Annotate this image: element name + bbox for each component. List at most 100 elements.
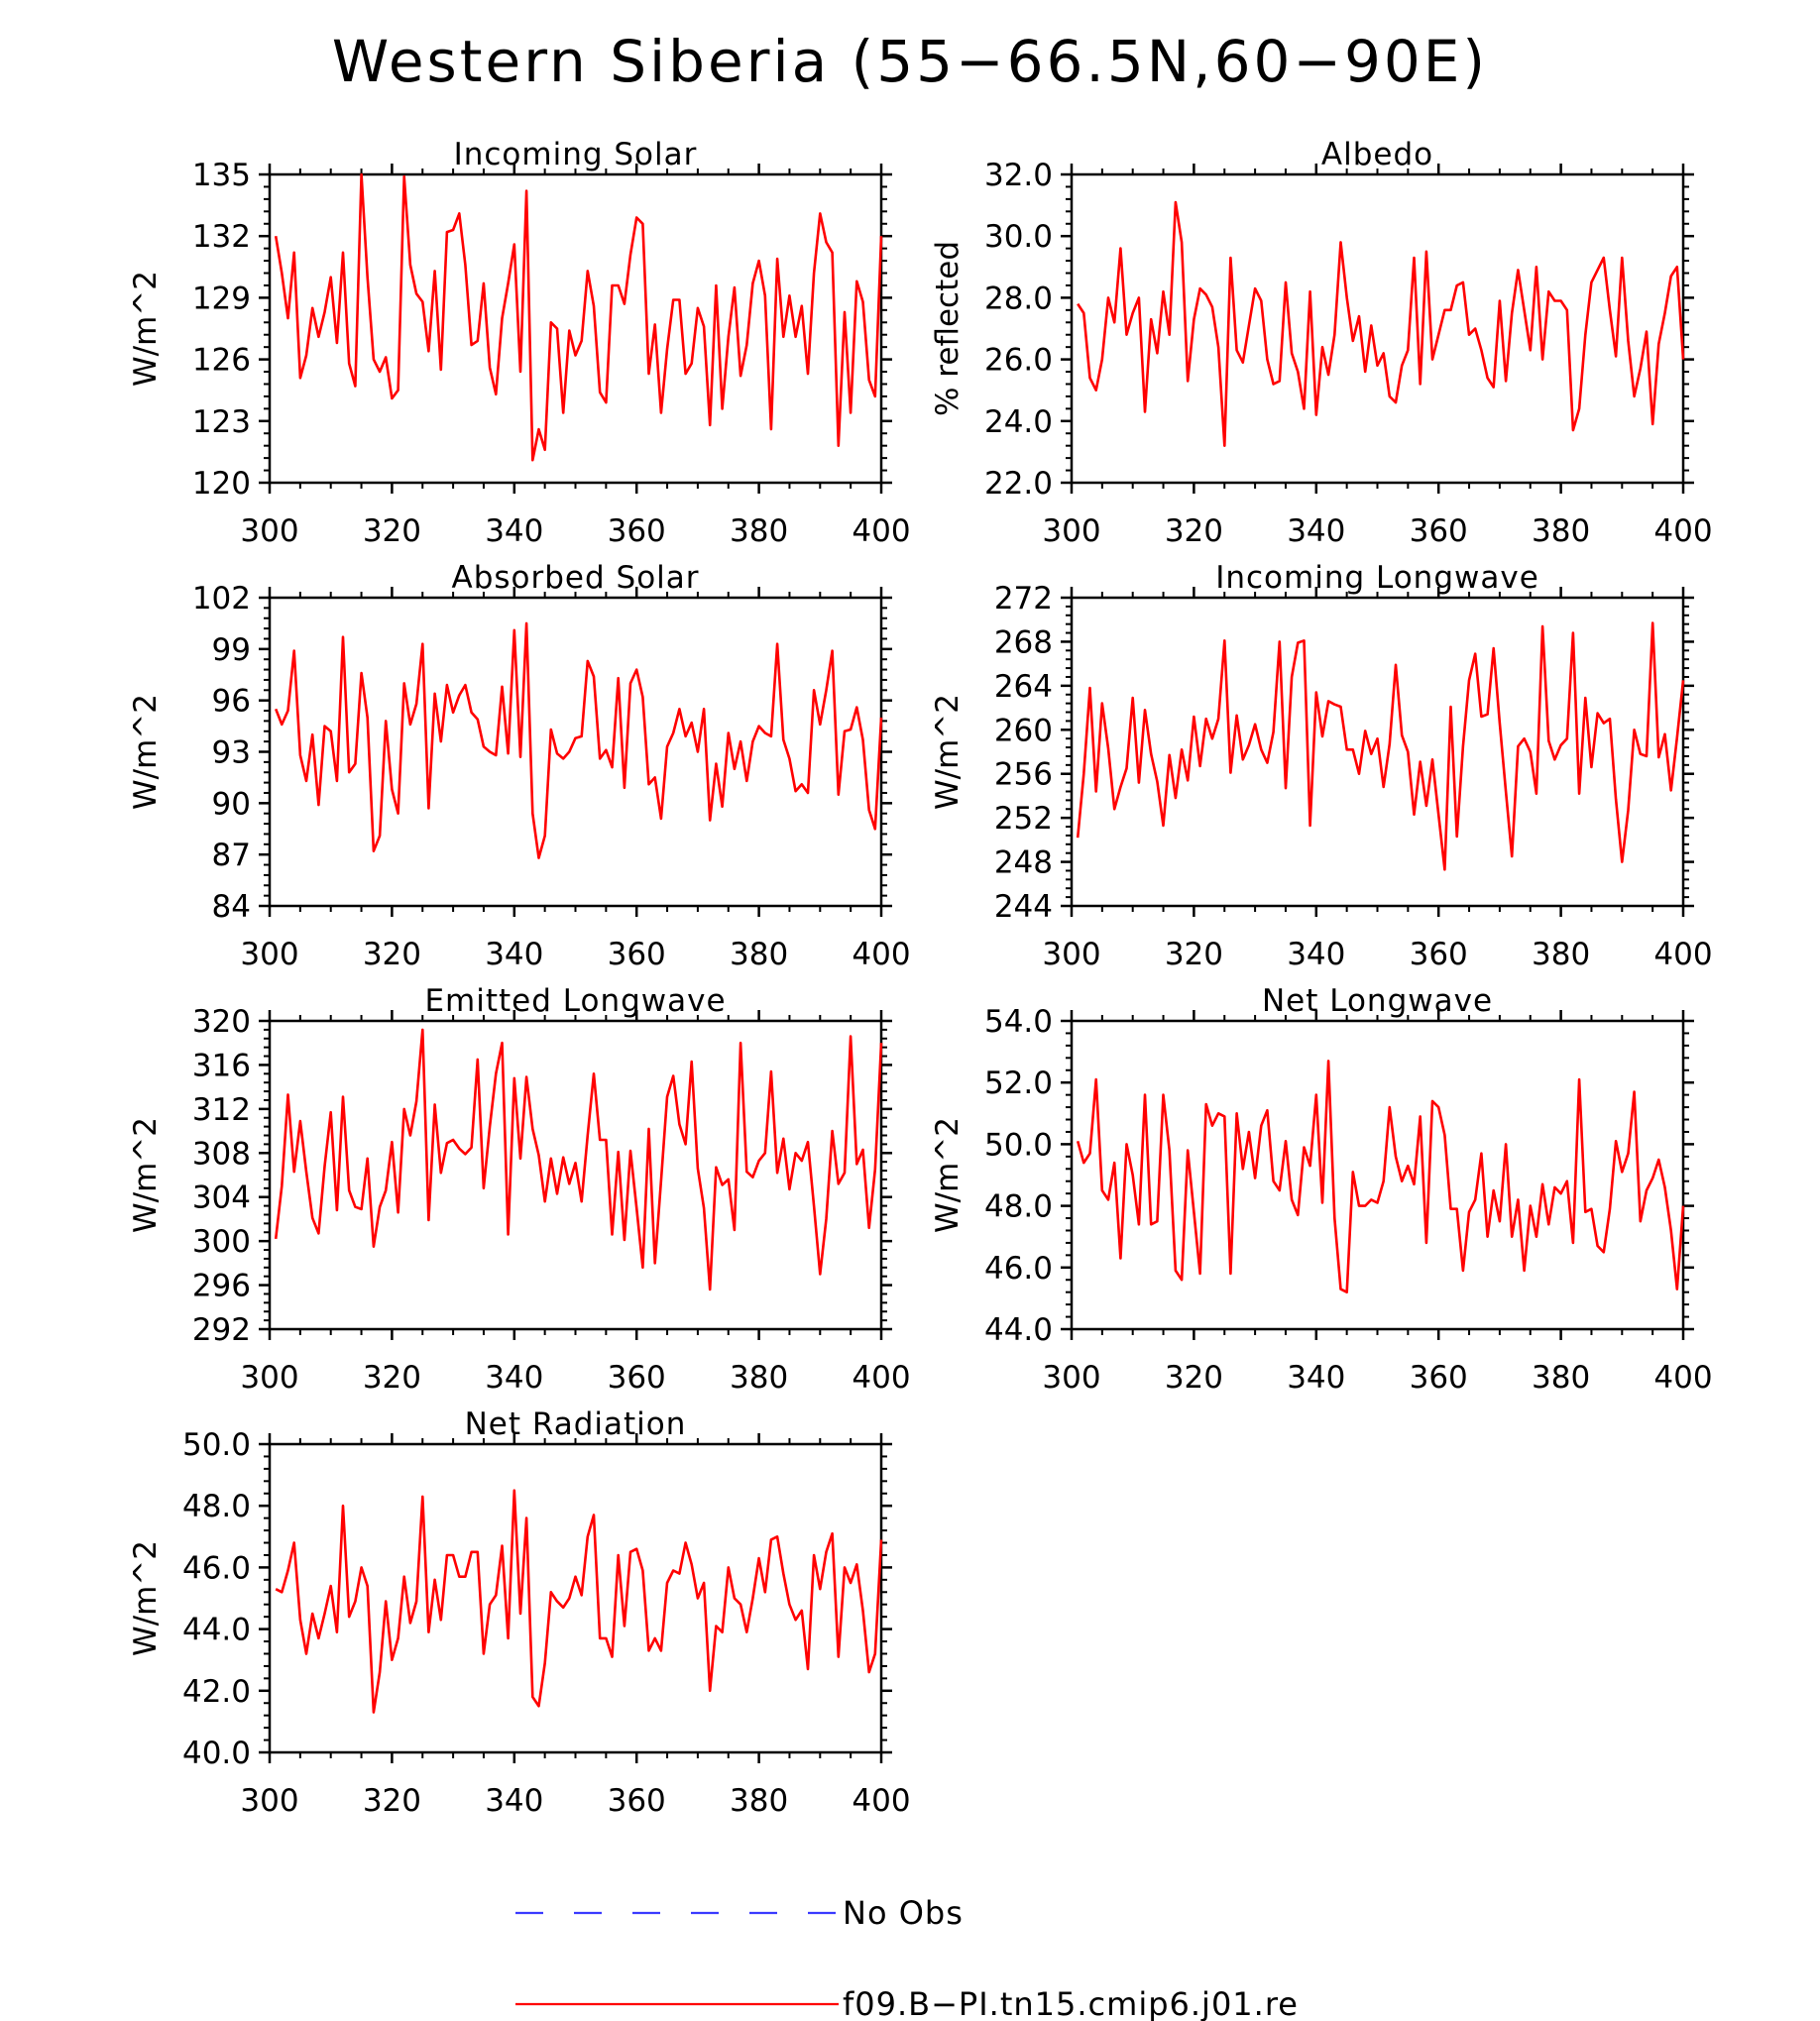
x-tick-label: 340 — [1287, 513, 1345, 549]
y-tick-label: 244 — [994, 889, 1053, 925]
x-tick-label: 300 — [1042, 1360, 1100, 1396]
panel-title: Net Radiation — [465, 1406, 687, 1442]
plot-frame — [268, 1019, 883, 1331]
y-tick-label: 132 — [192, 219, 251, 255]
y-tick-label: 48.0 — [984, 1189, 1053, 1225]
y-tick-label: 93 — [212, 735, 251, 771]
y-tick-label: 296 — [192, 1269, 251, 1304]
x-tick-label: 400 — [852, 513, 910, 549]
panel-title: Incoming Longwave — [1215, 560, 1539, 596]
y-axis-label: % reflected — [930, 241, 966, 416]
panel-title: Incoming Solar — [454, 137, 698, 172]
plot-frame — [1070, 1019, 1685, 1331]
x-tick-label: 400 — [852, 1783, 910, 1819]
y-tick-label: 22.0 — [984, 466, 1053, 502]
y-tick-label: 264 — [994, 669, 1053, 705]
panel-incoming-longwave: Incoming Longwave 244 248 252 256 260 264 268 27… — [930, 560, 1713, 972]
plot-frame — [1070, 172, 1685, 485]
y-tick-label: 48.0 — [182, 1489, 251, 1524]
y-tick-label: 24.0 — [984, 404, 1053, 440]
y-tick-label: 46.0 — [984, 1251, 1053, 1287]
x-tick-label: 380 — [1532, 513, 1590, 549]
y-tick-label: 135 — [192, 158, 251, 193]
y-tick-label: 256 — [994, 757, 1053, 793]
y-tick-label: 99 — [212, 632, 251, 668]
legend-label: f09.B−PI.tn15.cmip6.j01.re — [843, 1985, 1299, 2021]
x-tick-label: 340 — [485, 1783, 543, 1819]
x-tick-label: 340 — [485, 1360, 543, 1396]
panel-title: Net Longwave — [1262, 983, 1493, 1019]
series-line — [1077, 200, 1685, 448]
x-tick-label: 320 — [363, 1360, 421, 1396]
series-line — [1076, 621, 1685, 871]
y-axis-label: W/m^2 — [128, 1540, 164, 1656]
x-tick-label: 380 — [730, 513, 788, 549]
x-tick-label: 400 — [852, 937, 910, 972]
y-tick-label: 50.0 — [182, 1427, 251, 1463]
plot-frame — [268, 172, 883, 485]
x-tick-label: 380 — [1532, 937, 1590, 972]
y-axis-label: W/m^2 — [128, 1117, 164, 1233]
y-tick-label: 268 — [994, 624, 1053, 660]
y-tick-label: 87 — [212, 838, 251, 873]
x-tick-label: 320 — [363, 937, 421, 972]
x-tick-label: 340 — [1287, 937, 1345, 972]
series-line — [1076, 1060, 1685, 1293]
x-tick-label: 400 — [1653, 1360, 1712, 1396]
y-tick-label: 292 — [192, 1312, 251, 1348]
series-line — [274, 172, 883, 462]
y-tick-label: 40.0 — [182, 1736, 251, 1771]
plot-frame — [1070, 596, 1685, 908]
y-tick-label: 102 — [192, 581, 251, 617]
panel-net-longwave: Net Longwave 44.0 46.0 48.0 50.0 52.0 54.0 300 3… — [930, 983, 1713, 1396]
x-tick-label: 380 — [730, 1783, 788, 1819]
y-tick-label: 252 — [994, 801, 1053, 837]
panel-absorbed-solar: Absorbed Solar 84 87 90 93 96 99 102 300 320 340 36… — [128, 560, 911, 972]
x-tick-label: 320 — [1165, 513, 1223, 549]
x-tick-label: 320 — [363, 513, 421, 549]
x-tick-label: 320 — [1165, 1360, 1223, 1396]
x-tick-label: 360 — [1410, 1360, 1468, 1396]
x-tick-label: 380 — [730, 937, 788, 972]
x-tick-label: 380 — [1532, 1360, 1590, 1396]
y-axis-label: W/m^2 — [128, 271, 164, 387]
y-tick-label: 44.0 — [182, 1613, 251, 1648]
figure-title: Western Siberia (55−66.5N,60−90E) — [331, 28, 1489, 95]
panel-albedo: Albedo 22.0 24.0 26.0 28.0 30.0 32.0 300 320 340 3… — [930, 137, 1713, 549]
x-tick-label: 340 — [485, 937, 543, 972]
x-tick-label: 360 — [1410, 513, 1468, 549]
y-tick-label: 120 — [192, 466, 251, 502]
y-tick-label: 126 — [192, 343, 251, 379]
panel-emitted-longwave: Emitted Longwave 292 296 300 304 308 312 316 320… — [128, 983, 911, 1396]
x-tick-label: 300 — [240, 937, 298, 972]
legend-label: No Obs — [843, 1894, 964, 1932]
y-tick-label: 304 — [192, 1180, 251, 1216]
series-line — [275, 1489, 883, 1714]
x-tick-label: 300 — [240, 1783, 298, 1819]
x-tick-label: 300 — [1042, 513, 1100, 549]
y-tick-label: 84 — [212, 889, 251, 925]
x-tick-label: 340 — [1287, 1360, 1345, 1396]
y-tick-label: 46.0 — [182, 1550, 251, 1586]
x-tick-label: 400 — [1653, 937, 1712, 972]
y-tick-label: 308 — [192, 1136, 251, 1172]
y-axis-label: W/m^2 — [930, 694, 966, 810]
x-tick-label: 360 — [1410, 937, 1468, 972]
y-tick-label: 52.0 — [984, 1066, 1053, 1101]
y-tick-label: 44.0 — [984, 1312, 1053, 1348]
x-tick-label: 320 — [1165, 937, 1223, 972]
y-tick-label: 54.0 — [984, 1004, 1053, 1040]
y-tick-label: 312 — [192, 1092, 251, 1128]
x-tick-label: 300 — [1042, 937, 1100, 972]
y-tick-label: 260 — [994, 713, 1053, 748]
series-line — [274, 621, 883, 859]
y-tick-label: 96 — [212, 684, 251, 720]
x-tick-label: 300 — [240, 513, 298, 549]
x-tick-label: 360 — [608, 1360, 666, 1396]
x-tick-label: 320 — [363, 1783, 421, 1819]
y-axis-label: W/m^2 — [930, 1117, 966, 1233]
y-tick-label: 248 — [994, 845, 1053, 881]
y-tick-label: 316 — [192, 1048, 251, 1083]
